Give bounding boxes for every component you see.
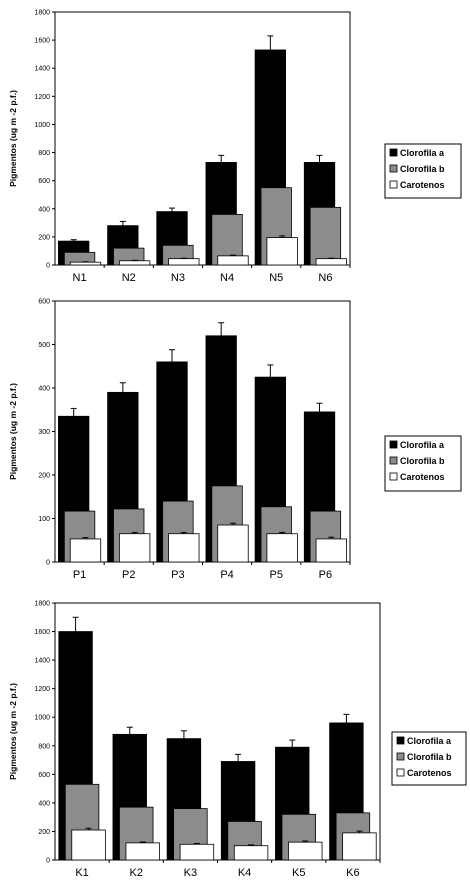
x-tick-label: N3 [171,272,185,284]
bar-carotenos [168,533,200,563]
legend-label: Carotenos [400,472,445,482]
x-tick-label: K2 [130,867,143,879]
y-tick-label: 1000 [34,715,50,722]
bar-carotenos [217,524,249,563]
bar-carotenos [288,841,323,861]
y-tick-label: 400 [38,800,50,807]
bar-carotenos [315,538,347,563]
legend-swatch [389,472,398,481]
legend-swatch [389,180,398,189]
legend-label: Clorofila a [400,148,445,158]
legend-frame [384,435,462,492]
bar-carotenos [315,258,347,266]
x-tick-label: K4 [238,867,251,879]
y-tick-label: 1200 [34,94,50,101]
x-tick-label: N1 [73,272,87,284]
bar-carotenos [125,842,160,861]
x-tick-label: N6 [318,272,332,284]
bar-carotenos [119,533,151,563]
legend-swatch [396,736,405,745]
legend-label: Carotenos [400,180,445,190]
legend-label: Clorofila a [407,736,452,746]
x-tick-label: K1 [75,867,88,879]
bar-carotenos [266,533,298,563]
x-tick-label: N2 [122,272,136,284]
y-tick-label: 1800 [34,10,50,17]
y-tick-label: 300 [38,429,50,436]
chart-panel-1: 0 200 400 600 800 1000 1200 1400 1600 1800 Pigment… [8,10,462,284]
legend-swatch [389,440,398,449]
x-tick-label: N5 [269,272,283,284]
y-tick-label: 500 [38,342,50,349]
bar-clorofila-b [211,485,243,563]
y-axis-label: Pigmentos (ug m -2 p.f.) [8,683,18,780]
y-tick-label: 200 [38,473,50,480]
legend-swatch [389,148,398,157]
y-axis-label: Pigmentos (ug m -2 p.f.) [8,383,18,480]
x-tick-label: K5 [292,867,305,879]
legend: Clorofila a Clorofila b Carotenos [384,435,462,492]
chart-panel-2: 0 100 200 300 400 500 600 Pigmentos (ug m -2 p.… [8,299,462,581]
bar-carotenos [342,832,377,861]
y-tick-label: 600 [38,772,50,779]
y-tick-label: 200 [38,234,50,241]
bar-carotenos [119,260,151,266]
x-tick-label: P6 [319,569,332,581]
x-tick-label: P1 [73,569,86,581]
bar-carotenos [69,538,102,563]
bar-carotenos [168,258,200,266]
legend: Clorofila a Clorofila b Carotenos [391,731,467,786]
y-tick-label: 1000 [34,122,50,129]
bar-carotenos [179,843,215,861]
y-tick-label: 800 [38,743,50,750]
x-tick-label: K6 [346,867,359,879]
bar-carotenos [233,845,269,861]
y-tick-label: 1400 [34,658,50,665]
y-tick-label: 1800 [34,601,50,608]
chart-panel-3: 0 200 400 600 800 1000 1200 1400 1600 1800 Pigment… [8,601,467,879]
legend-label: Clorofila b [400,456,445,466]
x-tick-label: P2 [122,569,135,581]
y-tick-label: 600 [38,178,50,185]
y-tick-label: 0 [46,858,50,865]
y-tick-label: 800 [38,150,50,157]
legend-swatch [389,164,398,173]
x-tick-label: K3 [184,867,197,879]
legend-swatch [389,456,398,465]
y-axis-label: Pigmentos (ug m -2 p.f.) [8,90,18,187]
legend-swatch [396,768,405,777]
y-tick-label: 1200 [34,686,50,693]
y-tick-label: 0 [46,560,50,567]
y-tick-label: 100 [38,516,50,523]
bar-carotenos [69,261,102,266]
legend-label: Clorofila a [400,440,445,450]
y-tick-label: 1600 [34,629,50,636]
x-tick-label: P3 [171,569,184,581]
bar-carotenos [217,255,249,266]
legend-label: Clorofila b [407,752,452,762]
y-tick-label: 1600 [34,38,50,45]
y-tick-label: 400 [38,386,50,393]
bar-carotenos [266,237,298,266]
x-tick-label: N4 [220,272,234,284]
legend: Clorofila a Clorofila b Carotenos [384,143,462,199]
y-tick-label: 400 [38,206,50,213]
x-tick-label: P4 [220,569,233,581]
legend-label: Clorofila b [400,164,445,174]
x-tick-label: P5 [270,569,283,581]
legend-label: Carotenos [407,768,452,778]
bar-clorofila-b [309,206,342,266]
legend-frame [384,143,462,199]
y-tick-label: 600 [38,299,50,306]
bar-carotenos [71,829,106,861]
y-tick-label: 200 [38,829,50,836]
legend-swatch [396,752,405,761]
y-tick-label: 1400 [34,66,50,73]
y-tick-label: 0 [46,263,50,270]
